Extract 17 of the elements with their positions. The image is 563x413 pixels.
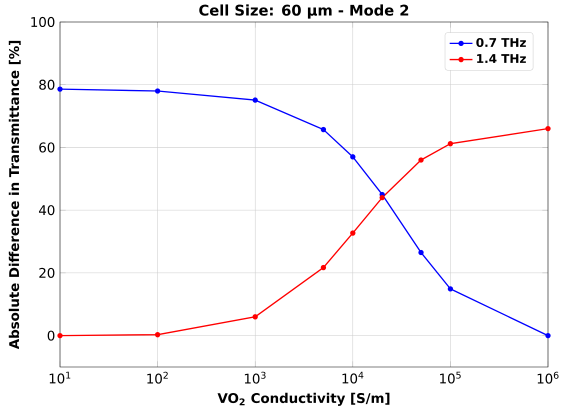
y-tick-label: 60	[39, 142, 54, 152]
chart-title: Cell Size: 60 µm - Mode 2	[199, 4, 408, 19]
y-axis-title: Absolute Difference in Transmittance [%]	[8, 40, 21, 350]
legend-label: 0.7 THz	[476, 38, 526, 48]
x-tick-label: 10$^{2}$	[147, 372, 168, 384]
x-tick-label: 10$^{1}$	[50, 372, 70, 384]
y-tick-label: 0	[48, 330, 54, 341]
legend-label: 1.4 THz	[477, 54, 526, 63]
y-tick-label: 80	[39, 80, 54, 90]
x-tick-label: 10$^{4}$	[342, 372, 364, 384]
y-tick-label: 40	[38, 205, 54, 216]
y-tick-label: 20	[39, 268, 54, 278]
x-axis-title: VO$_{2}$ Conductivity [S/m]	[218, 392, 390, 406]
y-tick-label: 100	[31, 16, 54, 28]
x-tick-label: 10$^{5}$	[440, 372, 461, 384]
x-tick-label: 10$^{6}$	[538, 372, 559, 384]
x-tick-label: 10$^{3}$	[244, 372, 266, 384]
